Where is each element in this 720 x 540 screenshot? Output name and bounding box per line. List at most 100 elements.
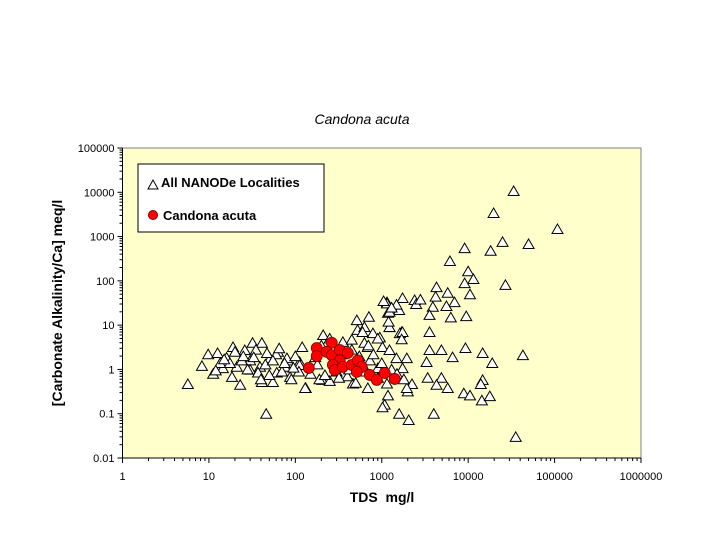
data-point-triangle — [247, 351, 261, 363]
data-point-triangle — [367, 348, 380, 360]
data-point-triangle — [458, 277, 471, 289]
data-point-triangle — [361, 382, 375, 394]
data-point-triangle — [448, 296, 461, 308]
data-point-triangle — [402, 414, 416, 426]
data-point-triangle — [396, 362, 409, 374]
x-tick-label: 1000000 — [620, 471, 663, 483]
data-point-triangle — [385, 301, 398, 313]
data-point-triangle — [266, 376, 280, 388]
legend-label-candona-acuta: Candona acuta — [163, 208, 257, 223]
data-point-triangle — [225, 370, 239, 382]
data-point-triangle — [441, 382, 455, 394]
data-point-triangle — [228, 345, 242, 357]
y-tick-label: 10 — [102, 320, 114, 332]
data-point-circle — [325, 336, 338, 349]
data-point-triangle — [463, 288, 477, 300]
data-point-triangle — [233, 378, 247, 390]
data-point-triangle — [400, 382, 414, 394]
data-point-triangle — [298, 382, 312, 394]
data-point-triangle — [381, 389, 395, 401]
data-point-triangle — [440, 300, 453, 312]
data-point-triangle — [423, 343, 436, 355]
data-point-triangle — [241, 363, 254, 375]
data-point-triangle — [499, 278, 512, 290]
data-point-triangle — [423, 308, 436, 320]
data-point-triangle — [441, 286, 455, 298]
data-point-triangle — [376, 401, 389, 413]
data-point-triangle — [311, 358, 324, 370]
y-tick-label: 0.1 — [99, 409, 114, 421]
data-point-triangle — [414, 293, 427, 305]
x-tick-label: 1000 — [370, 471, 394, 483]
data-point-triangle — [551, 223, 564, 235]
data-point-triangle — [366, 327, 380, 339]
x-tick-label: 100000 — [536, 471, 573, 483]
data-point-triangle — [463, 389, 477, 401]
data-point-triangle — [435, 371, 448, 383]
chart-title: Candona acuta — [315, 111, 410, 127]
data-point-triangle — [420, 356, 433, 368]
data-point-circle — [350, 365, 363, 378]
data-point-triangle — [487, 207, 500, 219]
data-point-triangle — [278, 356, 291, 368]
data-point-triangle — [201, 348, 215, 360]
data-point-triangle — [340, 370, 354, 382]
legend-circle-icon — [148, 210, 158, 220]
data-point-triangle — [429, 290, 442, 302]
data-point-triangle — [522, 237, 535, 249]
data-point-triangle — [483, 390, 497, 402]
data-point-triangle — [262, 368, 276, 380]
data-point-triangle — [400, 352, 414, 364]
data-point-triangle — [209, 364, 223, 376]
legend-box — [137, 163, 325, 233]
data-point-triangle — [484, 244, 498, 256]
data-point-triangle — [371, 332, 385, 344]
data-point-triangle — [356, 326, 369, 338]
data-point-triangle — [266, 354, 280, 366]
data-point-circle — [370, 374, 383, 386]
data-point-triangle — [496, 235, 509, 247]
data-point-triangle — [287, 361, 300, 373]
data-point-triangle — [467, 273, 480, 285]
data-point-triangle — [395, 333, 409, 345]
y-tick-label: 1000 — [90, 232, 114, 244]
data-point-triangle — [421, 371, 435, 383]
data-point-triangle — [461, 265, 475, 277]
data-point-triangle — [382, 315, 395, 327]
data-point-triangle — [430, 378, 443, 390]
data-point-triangle — [435, 343, 448, 355]
data-point-triangle — [390, 352, 403, 364]
data-point-triangle — [362, 310, 376, 322]
x-axis-label: TDS mg/l — [350, 489, 415, 505]
y-tick-label: 1 — [108, 364, 114, 376]
data-point-triangle — [323, 374, 337, 386]
data-point-triangle — [444, 311, 458, 323]
data-point-triangle — [459, 310, 473, 322]
data-point-triangle — [195, 359, 209, 371]
data-point-triangle — [350, 314, 364, 326]
data-point-triangle — [423, 326, 436, 338]
data-point-triangle — [516, 349, 530, 361]
data-point-circle — [341, 347, 354, 359]
data-point-triangle — [318, 368, 332, 380]
series-candona-acuta — [302, 336, 401, 386]
data-point-circle — [388, 373, 401, 385]
data-point-triangle — [474, 377, 488, 389]
x-tick-label: 10000 — [453, 471, 484, 483]
y-tick-label: 100000 — [78, 143, 115, 155]
x-tick-label: 1 — [119, 471, 125, 483]
data-point-triangle — [288, 350, 302, 362]
data-point-triangle — [316, 328, 330, 340]
data-point-triangle — [349, 376, 363, 388]
data-point-triangle — [275, 365, 289, 377]
data-point-triangle — [509, 430, 523, 442]
legend-triangle-icon — [147, 178, 159, 190]
data-point-triangle — [249, 343, 263, 355]
data-point-triangle — [375, 356, 389, 368]
y-tick-label: 0.01 — [93, 453, 114, 465]
data-point-triangle — [427, 407, 441, 419]
data-point-triangle — [443, 255, 457, 267]
data-point-triangle — [254, 373, 268, 385]
data-point-triangle — [507, 184, 521, 196]
